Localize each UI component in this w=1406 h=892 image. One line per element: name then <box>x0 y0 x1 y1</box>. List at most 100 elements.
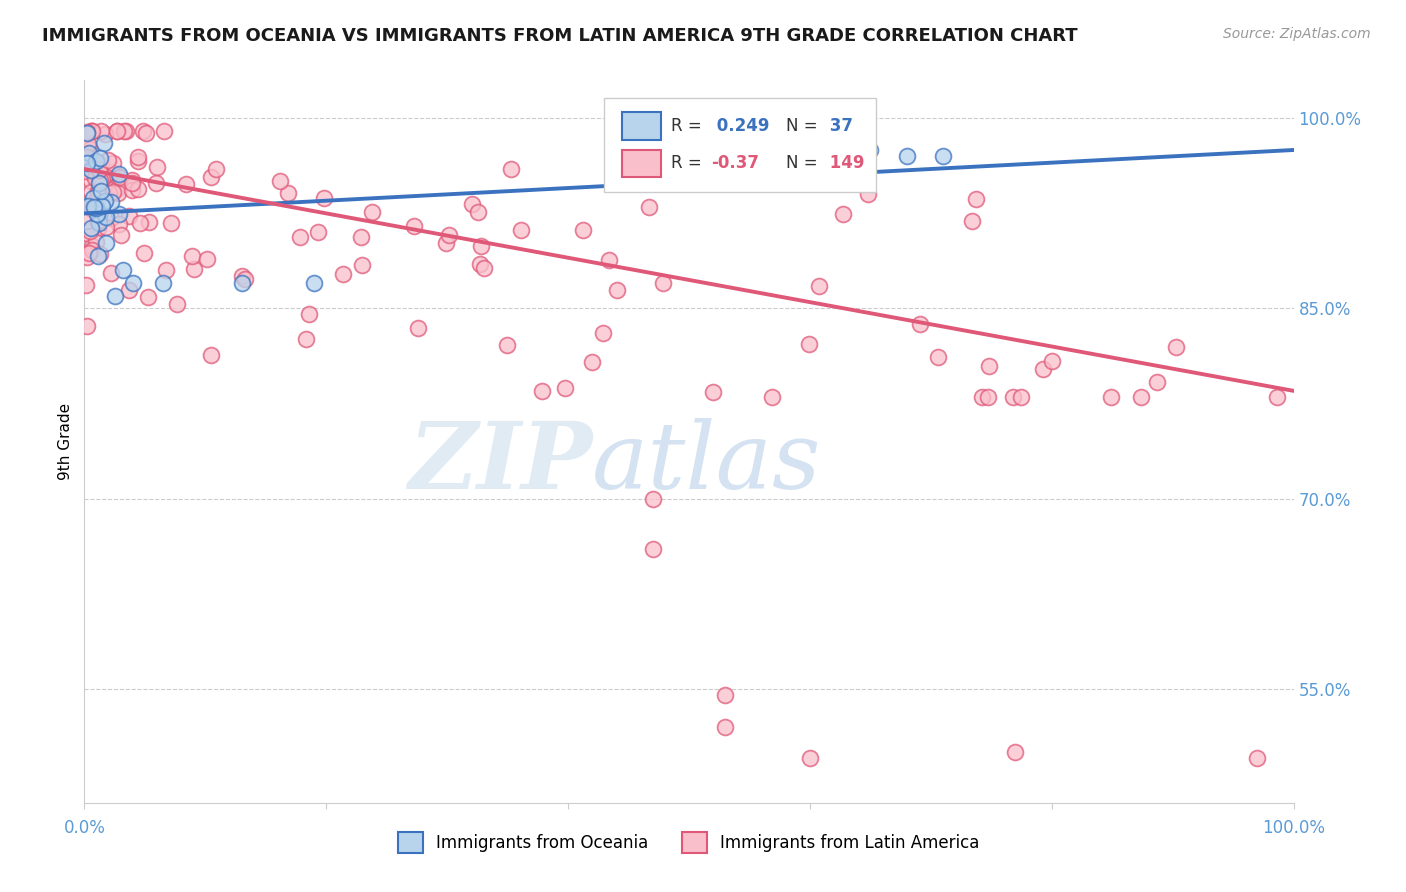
Point <box>87 162 110 177</box>
Point <box>87 161 110 176</box>
Text: R =: R = <box>671 117 707 135</box>
Point <box>127 153 149 168</box>
Point <box>76 214 98 228</box>
Point <box>134 245 156 260</box>
Point <box>290 230 312 244</box>
Point <box>127 150 149 164</box>
Point <box>76 318 98 333</box>
Point <box>108 169 131 184</box>
Point <box>195 252 218 266</box>
Point <box>84 153 107 168</box>
Point <box>94 194 117 208</box>
Point <box>350 258 373 272</box>
Point <box>79 124 101 138</box>
Text: 100.0%: 100.0% <box>1263 820 1324 838</box>
Point <box>105 169 128 183</box>
Point <box>82 153 104 167</box>
Point <box>439 228 461 243</box>
Point <box>554 381 576 395</box>
Point <box>166 297 188 311</box>
Point <box>121 183 143 197</box>
Point <box>152 276 174 290</box>
Point <box>132 124 155 138</box>
Point <box>332 267 354 281</box>
Text: 0.249: 0.249 <box>710 117 769 135</box>
Point <box>91 172 114 186</box>
Point <box>108 167 131 181</box>
Legend: Immigrants from Oceania, Immigrants from Latin America: Immigrants from Oceania, Immigrants from… <box>391 826 987 860</box>
Point <box>977 390 1000 404</box>
Point <box>87 186 110 201</box>
Point <box>107 124 129 138</box>
Point <box>1267 390 1289 404</box>
Point <box>79 224 101 238</box>
Point <box>641 542 664 557</box>
Point <box>82 243 104 257</box>
Point <box>592 326 614 341</box>
Point <box>434 236 457 251</box>
Point <box>90 124 112 138</box>
Point <box>174 177 197 191</box>
Point <box>80 163 103 178</box>
Point <box>90 156 112 170</box>
Text: ZIP: ZIP <box>408 418 592 508</box>
Point <box>87 177 110 191</box>
Point <box>231 269 253 284</box>
Point <box>927 351 949 365</box>
Point <box>606 283 628 297</box>
Point <box>856 186 879 201</box>
Point <box>200 169 222 184</box>
Point <box>360 204 382 219</box>
Point <box>598 252 620 267</box>
Point <box>495 338 517 352</box>
Point <box>960 214 983 228</box>
Point <box>110 228 132 243</box>
Point <box>297 307 319 321</box>
Text: 149: 149 <box>824 154 865 172</box>
Point <box>76 126 98 140</box>
Point <box>93 136 115 150</box>
Point <box>786 161 808 176</box>
Point <box>91 199 114 213</box>
Point <box>910 318 932 332</box>
Point <box>86 185 108 199</box>
Point <box>1164 340 1187 354</box>
Point <box>79 146 101 161</box>
Point <box>127 181 149 195</box>
Point <box>80 186 103 200</box>
Point <box>100 211 122 226</box>
Text: -0.37: -0.37 <box>710 154 759 172</box>
Point <box>94 235 117 250</box>
Point <box>94 169 117 184</box>
Point <box>472 260 495 275</box>
Point <box>970 390 993 404</box>
Point <box>89 151 111 165</box>
Text: Source: ZipAtlas.com: Source: ZipAtlas.com <box>1223 27 1371 41</box>
Point <box>714 688 737 702</box>
Point <box>350 230 373 244</box>
Y-axis label: 9th Grade: 9th Grade <box>58 403 73 480</box>
Point <box>714 720 737 734</box>
Point <box>101 186 124 200</box>
Text: 37: 37 <box>824 117 853 135</box>
Point <box>797 336 820 351</box>
Point <box>832 207 855 221</box>
Point <box>75 226 97 240</box>
Point <box>155 263 177 277</box>
Point <box>761 390 783 404</box>
Point <box>118 284 141 298</box>
Point <box>233 272 256 286</box>
Point <box>470 239 492 253</box>
Point <box>90 184 112 198</box>
Point <box>89 208 111 222</box>
Point <box>79 173 101 187</box>
Point <box>859 143 882 157</box>
Point <box>160 215 183 229</box>
Point <box>87 216 110 230</box>
Bar <box>623 150 661 178</box>
Point <box>581 355 603 369</box>
Point <box>145 177 167 191</box>
Point <box>100 165 122 179</box>
Point <box>277 186 299 200</box>
Point <box>79 142 101 156</box>
